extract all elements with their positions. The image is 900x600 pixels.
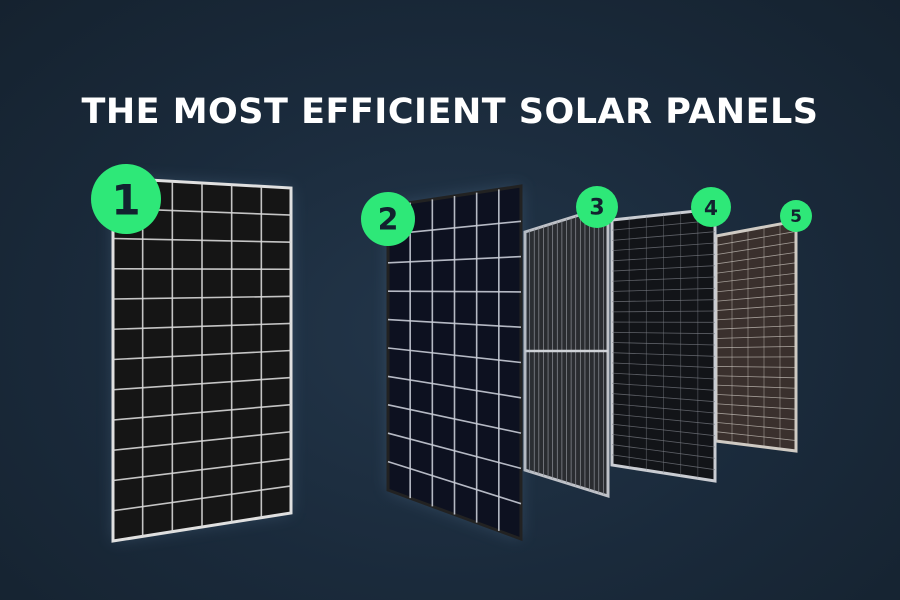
panel-grid-line <box>715 314 797 321</box>
rank-number: 1 <box>111 176 140 225</box>
panel-grid-line <box>715 384 797 389</box>
panel-grid-line <box>715 366 797 368</box>
rank-number: 4 <box>704 196 718 220</box>
panel-grid-line <box>715 231 797 246</box>
panel-grid-line <box>715 272 797 283</box>
panel-grid-line <box>715 304 797 311</box>
panel-grid-line <box>715 421 797 431</box>
panel-grid-line <box>715 251 797 265</box>
panel-grid-line <box>715 403 797 410</box>
panel-grid-line <box>715 241 797 256</box>
panel-grid-line <box>715 431 797 441</box>
panel-grid-line <box>715 346 797 349</box>
rank-badge-2 <box>361 192 415 246</box>
panel-grid-line <box>715 325 797 330</box>
rank-badge-4 <box>691 187 731 227</box>
rank-number: 2 <box>378 203 399 238</box>
panel-grid-line <box>715 394 797 400</box>
rank-badge-1 <box>91 164 161 234</box>
panel-grid-line <box>715 335 797 339</box>
panel-grid-line <box>715 293 797 302</box>
panel-grid-line <box>715 283 797 293</box>
page-title: THE MOST EFFICIENT SOLAR PANELS <box>81 92 819 132</box>
rank-badge-3 <box>576 186 618 228</box>
panel-grid-line <box>715 375 797 379</box>
rank-number: 3 <box>589 196 604 221</box>
rank-badge-5 <box>780 200 812 232</box>
rank-number: 5 <box>790 207 802 227</box>
panel-grid-line <box>715 262 797 274</box>
panel-grid-line <box>715 412 797 421</box>
